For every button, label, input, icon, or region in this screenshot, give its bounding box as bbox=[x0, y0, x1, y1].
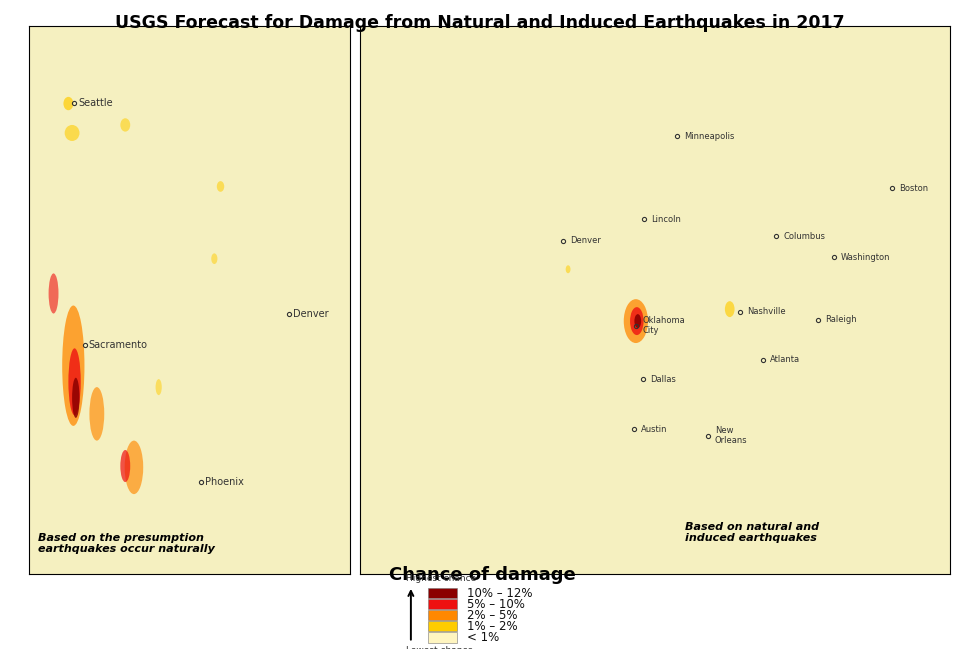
Text: Raleigh: Raleigh bbox=[826, 315, 857, 324]
Text: 2% – 5%: 2% – 5% bbox=[467, 609, 517, 622]
Text: Dallas: Dallas bbox=[650, 375, 676, 384]
Text: Columbus: Columbus bbox=[783, 232, 826, 241]
Ellipse shape bbox=[72, 378, 80, 418]
Ellipse shape bbox=[635, 314, 641, 328]
Text: Boston: Boston bbox=[899, 184, 928, 193]
Text: Washington: Washington bbox=[841, 252, 891, 262]
Text: Minneapolis: Minneapolis bbox=[684, 132, 734, 141]
Text: Sacramento: Sacramento bbox=[88, 340, 148, 350]
Ellipse shape bbox=[120, 118, 131, 132]
Ellipse shape bbox=[217, 181, 225, 192]
Ellipse shape bbox=[49, 273, 59, 313]
Ellipse shape bbox=[62, 306, 84, 426]
Text: Based on natural and
induced earthquakes: Based on natural and induced earthquakes bbox=[684, 522, 819, 543]
Ellipse shape bbox=[156, 379, 162, 395]
Ellipse shape bbox=[211, 253, 217, 264]
Text: New
Orleans: New Orleans bbox=[715, 426, 748, 445]
Text: Oklahoma
City: Oklahoma City bbox=[643, 316, 685, 336]
Text: 5% – 10%: 5% – 10% bbox=[467, 598, 524, 611]
Text: 1% – 2%: 1% – 2% bbox=[467, 620, 517, 633]
Ellipse shape bbox=[63, 97, 73, 110]
Text: USGS Forecast for Damage from Natural and Induced Earthquakes in 2017: USGS Forecast for Damage from Natural an… bbox=[115, 14, 845, 32]
Text: 10% – 12%: 10% – 12% bbox=[467, 587, 532, 600]
Ellipse shape bbox=[120, 450, 131, 482]
Text: Denver: Denver bbox=[570, 236, 601, 245]
Text: Austin: Austin bbox=[640, 425, 667, 434]
Ellipse shape bbox=[725, 301, 734, 317]
Ellipse shape bbox=[125, 441, 143, 494]
Text: Atlanta: Atlanta bbox=[770, 356, 800, 365]
Ellipse shape bbox=[624, 299, 648, 343]
Text: < 1%: < 1% bbox=[467, 631, 499, 644]
Text: Lincoln: Lincoln bbox=[651, 215, 681, 224]
Text: Based on the presumption
earthquakes occur naturally: Based on the presumption earthquakes occ… bbox=[38, 533, 215, 554]
Text: Phoenix: Phoenix bbox=[205, 477, 244, 487]
Text: Nashville: Nashville bbox=[747, 307, 785, 316]
Ellipse shape bbox=[630, 307, 643, 335]
Ellipse shape bbox=[64, 125, 80, 141]
Text: Highest chance: Highest chance bbox=[406, 574, 476, 583]
Text: Denver: Denver bbox=[293, 309, 328, 319]
Ellipse shape bbox=[89, 387, 105, 441]
Text: Seattle: Seattle bbox=[78, 98, 112, 108]
Ellipse shape bbox=[565, 265, 570, 273]
Text: Chance of damage: Chance of damage bbox=[389, 566, 575, 584]
Text: Lowest chance: Lowest chance bbox=[406, 646, 473, 649]
Ellipse shape bbox=[68, 349, 81, 415]
